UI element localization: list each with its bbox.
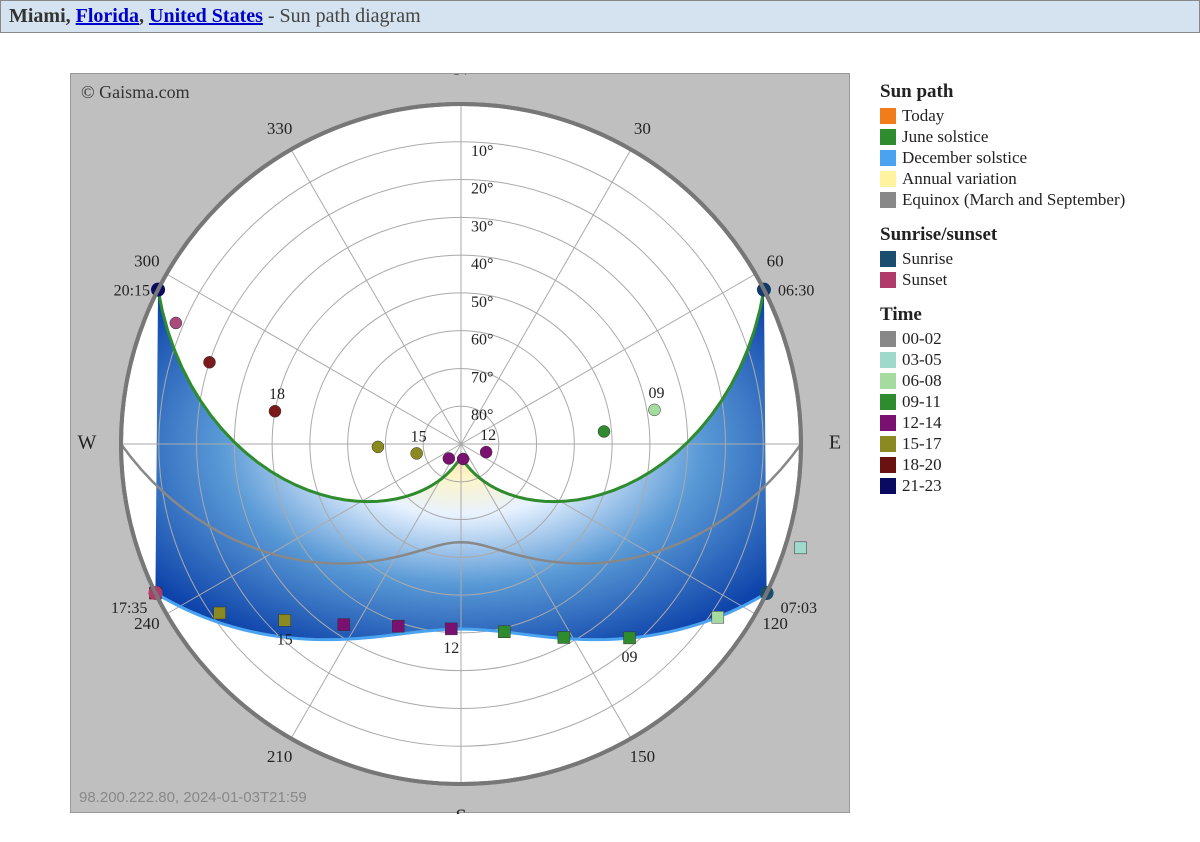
legend-label: Sunrise (902, 249, 953, 269)
svg-text:S: S (455, 806, 466, 814)
legend-sun-path: Sun path TodayJune solsticeDecember sols… (880, 81, 1190, 210)
svg-text:15: 15 (277, 631, 293, 648)
city-name: Miami (9, 5, 66, 27)
svg-text:15: 15 (411, 428, 427, 445)
legend-item: 18-20 (880, 455, 1190, 475)
svg-text:60: 60 (767, 252, 784, 271)
svg-text:18: 18 (269, 386, 285, 403)
legend-label: 06-08 (902, 371, 942, 391)
legend-swatch (880, 352, 896, 368)
legend-swatch (880, 129, 896, 145)
legend-swatch (880, 192, 896, 208)
legend-label: 18-20 (902, 455, 942, 475)
svg-text:300: 300 (134, 252, 160, 271)
svg-text:240: 240 (134, 614, 160, 633)
legend-item: 15-17 (880, 434, 1190, 454)
legend-time: Time 00-0203-0506-0809-1112-1415-1718-20… (880, 304, 1190, 496)
svg-text:150: 150 (630, 747, 656, 766)
legend-label: 00-02 (902, 329, 942, 349)
legend-column: Sun path TodayJune solsticeDecember sols… (880, 73, 1190, 813)
legend-item: 21-23 (880, 476, 1190, 496)
svg-text:60°: 60° (471, 332, 493, 349)
legend-label: Equinox (March and September) (902, 190, 1125, 210)
svg-text:12: 12 (480, 427, 496, 444)
svg-text:330: 330 (267, 119, 293, 138)
legend-item: Annual variation (880, 169, 1190, 189)
legend-item: 09-11 (880, 392, 1190, 412)
legend-swatch (880, 415, 896, 431)
legend-item: 06-08 (880, 371, 1190, 391)
legend-swatch (880, 171, 896, 187)
svg-text:07:03: 07:03 (781, 600, 817, 617)
legend-swatch (880, 457, 896, 473)
country-link[interactable]: United States (149, 5, 263, 27)
legend-item: 00-02 (880, 329, 1190, 349)
svg-text:06:30: 06:30 (778, 283, 814, 300)
legend-title: Time (880, 304, 1190, 326)
copyright-text: © Gaisma.com (81, 82, 190, 103)
legend-label: December solstice (902, 148, 1027, 168)
legend-item: 03-05 (880, 350, 1190, 370)
region-link[interactable]: Florida (76, 5, 139, 27)
legend-sunrise-sunset: Sunrise/sunset SunriseSunset (880, 224, 1190, 290)
legend-swatch (880, 272, 896, 288)
diagram-svg: 10°20°30°40°50°60°70°80°3060120150210240… (71, 74, 851, 814)
legend-label: Sunset (902, 270, 947, 290)
svg-text:W: W (78, 432, 97, 454)
header-suffix: - Sun path diagram (263, 5, 421, 27)
legend-item: Sunset (880, 270, 1190, 290)
svg-text:17:35: 17:35 (111, 600, 147, 617)
legend-label: 21-23 (902, 476, 942, 496)
legend-label: Annual variation (902, 169, 1017, 189)
legend-label: 15-17 (902, 434, 942, 454)
legend-swatch (880, 108, 896, 124)
svg-text:210: 210 (267, 747, 293, 766)
svg-text:09: 09 (648, 385, 664, 402)
svg-text:20:15: 20:15 (114, 283, 150, 300)
legend-swatch (880, 150, 896, 166)
page-header: Miami, Florida, United States - Sun path… (0, 0, 1200, 33)
svg-text:10°: 10° (471, 143, 493, 160)
footer-stamp: 98.200.222.80, 2024-01-03T21:59 (79, 789, 307, 806)
legend-title: Sunrise/sunset (880, 224, 1190, 246)
sun-path-diagram: © Gaisma.com 10°20°30°40°50°60°70°80°306… (70, 73, 850, 813)
legend-swatch (880, 436, 896, 452)
svg-text:E: E (829, 432, 841, 454)
svg-text:30°: 30° (471, 218, 493, 235)
legend-swatch (880, 251, 896, 267)
legend-label: Today (902, 106, 944, 126)
svg-text:50°: 50° (471, 294, 493, 311)
svg-text:40°: 40° (471, 256, 493, 273)
legend-swatch (880, 331, 896, 347)
svg-text:70°: 70° (471, 369, 493, 386)
legend-item: June solstice (880, 127, 1190, 147)
legend-label: 12-14 (902, 413, 942, 433)
legend-swatch (880, 394, 896, 410)
legend-item: Equinox (March and September) (880, 190, 1190, 210)
main-content: © Gaisma.com 10°20°30°40°50°60°70°80°306… (0, 33, 1200, 823)
legend-label: 03-05 (902, 350, 942, 370)
legend-item: 12-14 (880, 413, 1190, 433)
legend-item: December solstice (880, 148, 1190, 168)
legend-label: June solstice (902, 127, 988, 147)
legend-swatch (880, 373, 896, 389)
svg-text:12: 12 (443, 640, 459, 657)
legend-item: Today (880, 106, 1190, 126)
legend-label: 09-11 (902, 392, 941, 412)
svg-text:N: N (454, 74, 468, 80)
legend-title: Sun path (880, 81, 1190, 103)
svg-text:30: 30 (634, 119, 651, 138)
svg-text:09: 09 (622, 649, 638, 666)
svg-text:120: 120 (762, 614, 788, 633)
svg-text:20°: 20° (471, 181, 493, 198)
legend-item: Sunrise (880, 249, 1190, 269)
legend-swatch (880, 478, 896, 494)
